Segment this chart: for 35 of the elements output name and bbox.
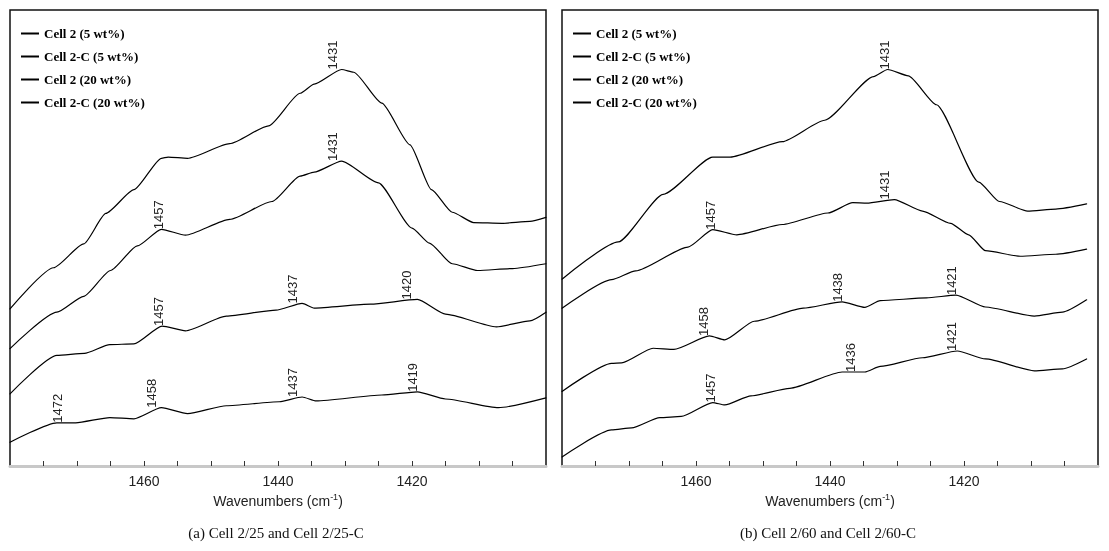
legend-label: Cell 2 (20 wt%) (596, 72, 684, 87)
annotation: 1458 (695, 307, 711, 336)
x-tick-label: 1440 (814, 473, 846, 489)
text: (b) Cell 2/60 and Cell 2/60-C (739, 524, 917, 542)
legend-label: Cell 2-C (20 wt%) (596, 95, 697, 110)
x-tick-label: 1420 (396, 473, 428, 489)
x-tick-label: 1460 (680, 473, 712, 489)
annotation: 1431 (876, 40, 892, 70)
annotation: 1421 (943, 322, 959, 352)
annotation: 1436 (843, 343, 859, 373)
annotation: 1420 (398, 270, 414, 300)
annotation: 1472 (50, 393, 66, 423)
legend-label: Cell 2-C (5 wt%) (596, 49, 691, 64)
annotation: 1438 (829, 272, 845, 302)
annotation: 1431 (324, 132, 340, 162)
annotation: 1457 (150, 297, 166, 327)
text: (a) Cell 2/25 and Cell 2/25-C (188, 524, 364, 542)
annotation: 1431 (876, 170, 892, 200)
annotation: 1457 (702, 373, 718, 403)
x-tick-label: 1440 (262, 473, 294, 489)
legend-label: Cell 2 (20 wt%) (44, 72, 132, 87)
legend-label: Cell 2-C (5 wt%) (44, 49, 139, 64)
annotation: 1457 (702, 200, 718, 230)
annotation: 1437 (284, 368, 300, 398)
x-tick-label: 1460 (128, 473, 160, 489)
annotation: 1458 (143, 378, 159, 408)
annotation: 1419 (405, 362, 421, 392)
annotation: 1437 (284, 274, 300, 304)
annotation: 1457 (150, 200, 166, 230)
legend-label: Cell 2 (5 wt%) (44, 26, 125, 41)
annotation: 1421 (943, 266, 959, 296)
x-tick-label: 1420 (948, 473, 980, 489)
annotation: 1431 (324, 40, 340, 70)
legend-label: Cell 2 (5 wt%) (596, 26, 677, 41)
legend-label: Cell 2-C (20 wt%) (44, 95, 145, 110)
